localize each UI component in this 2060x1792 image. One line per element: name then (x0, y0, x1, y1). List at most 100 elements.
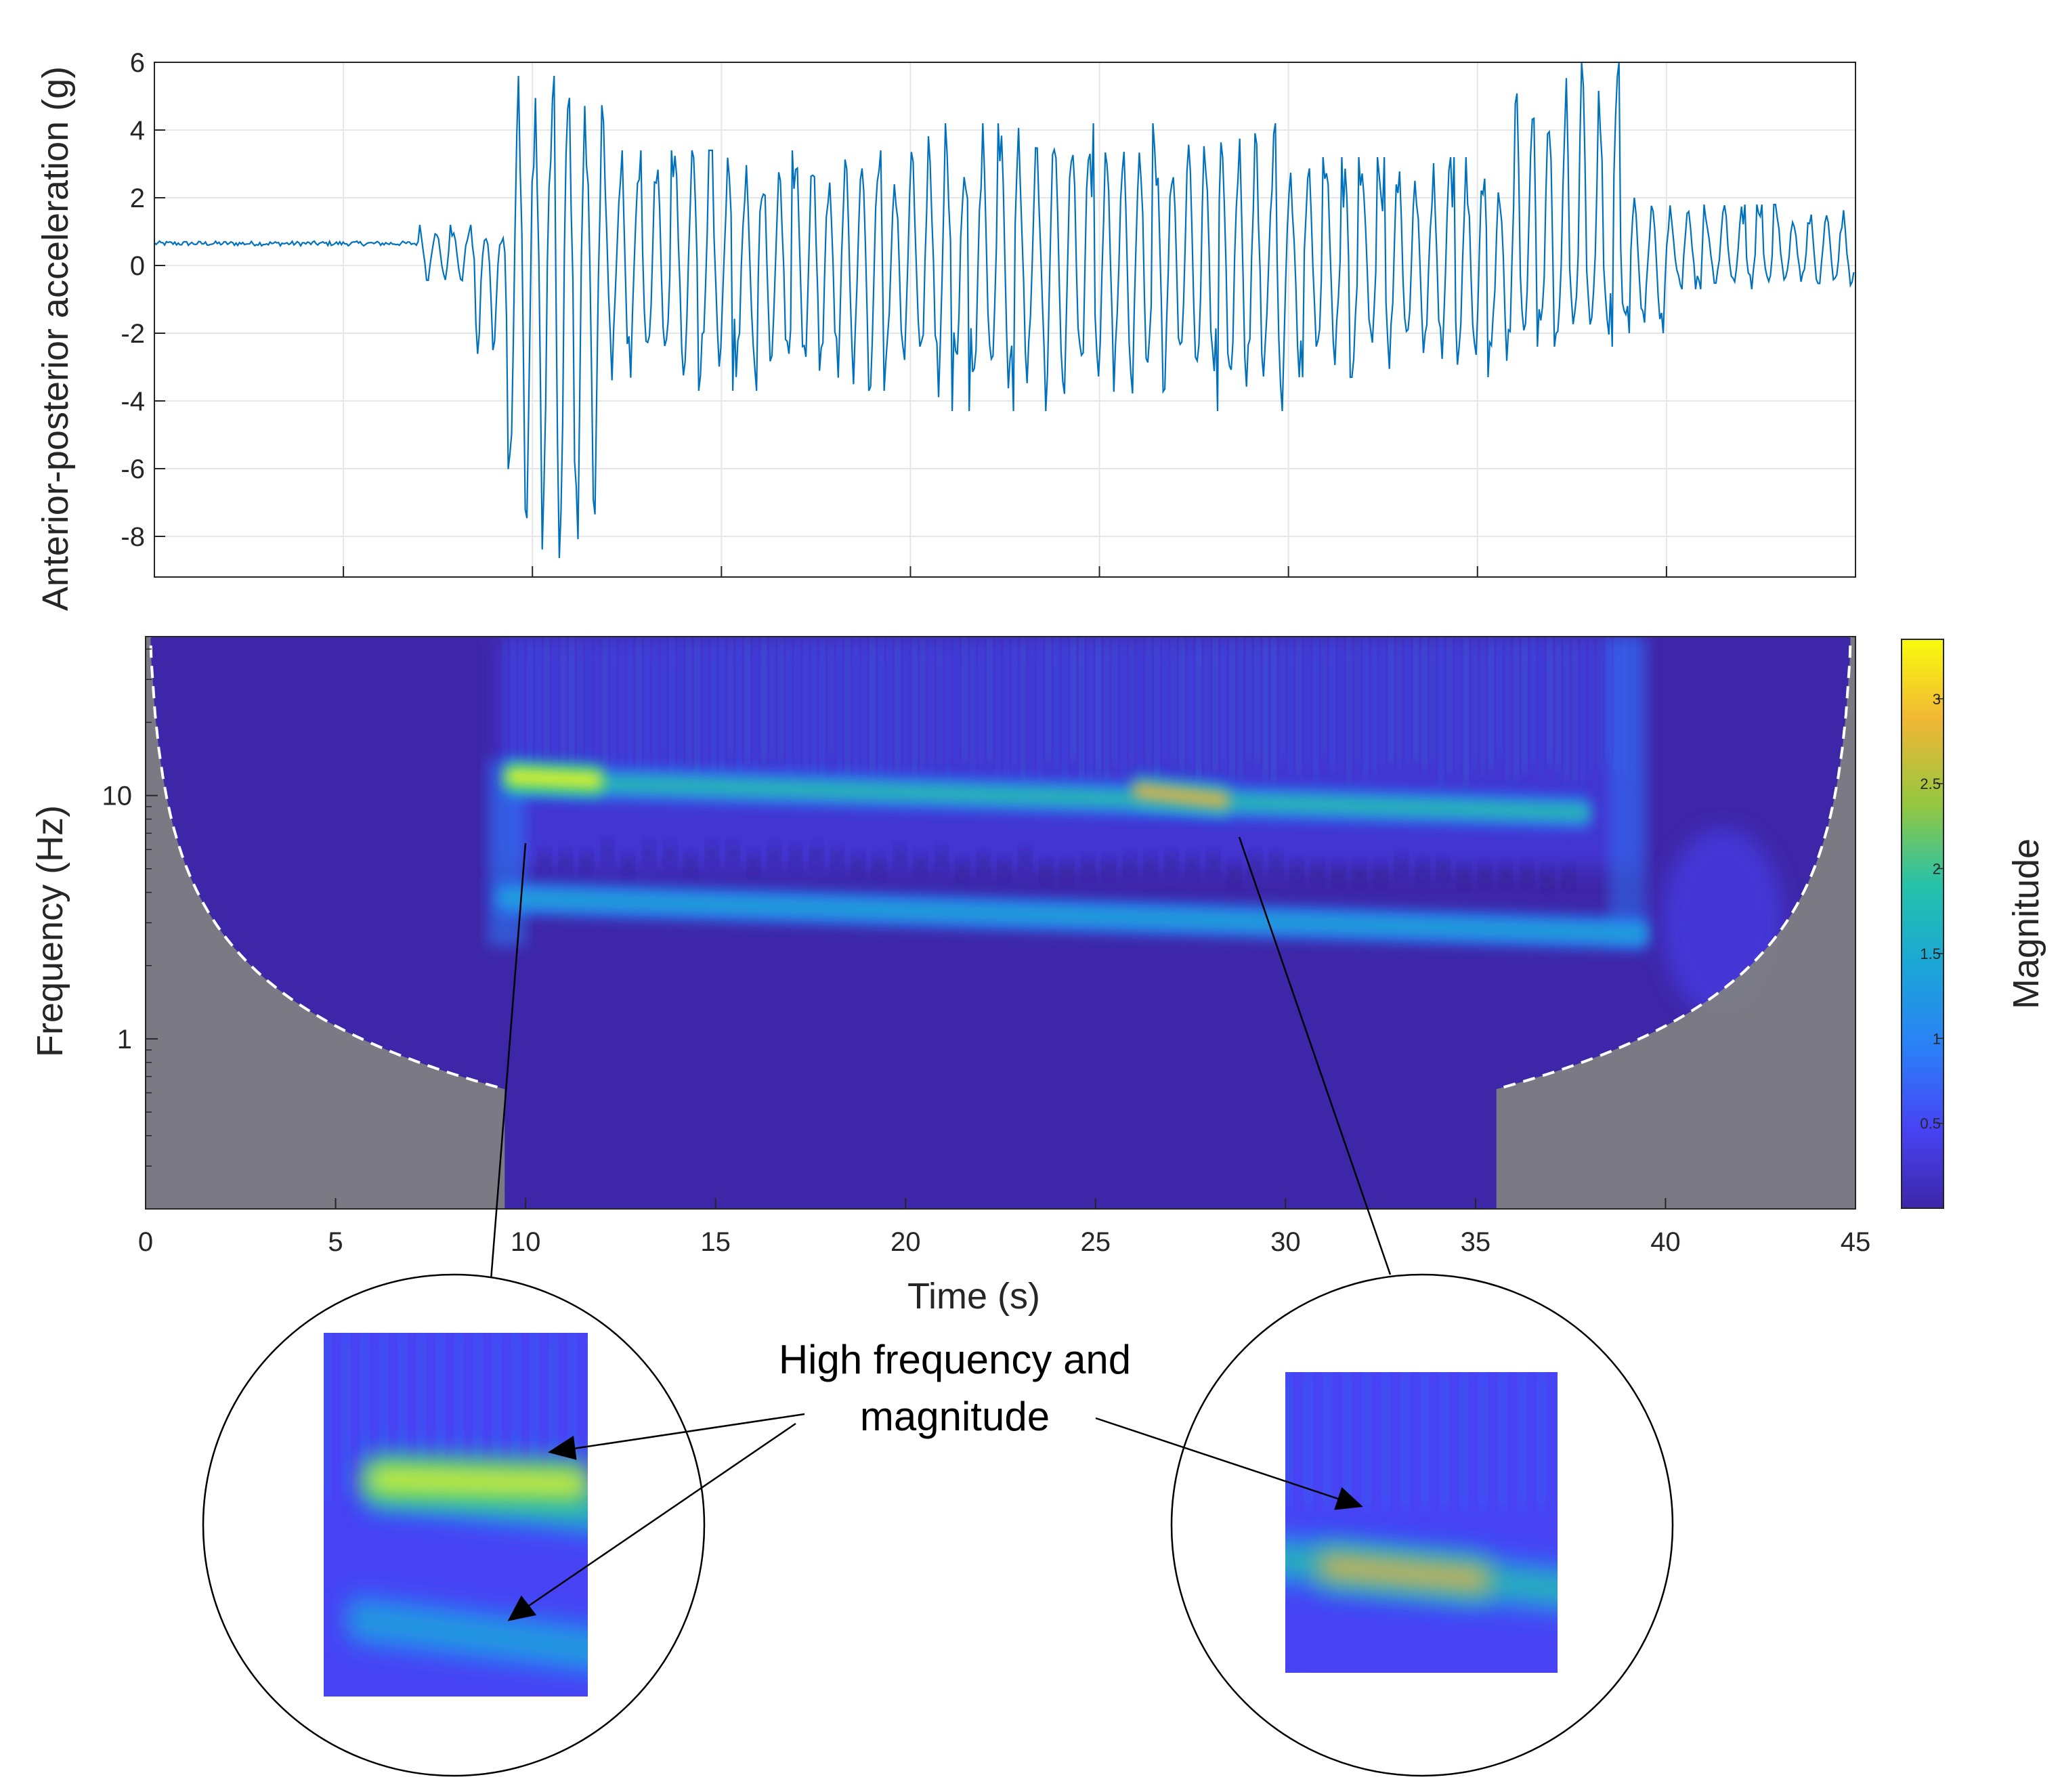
hf-streak (1514, 637, 1519, 781)
spectrogram-xtick-label-9: 45 (1841, 1227, 1871, 1257)
zoom-inset-right (1285, 1372, 1558, 1673)
spectrogram-band-1 (507, 773, 1590, 820)
hf-streak (745, 637, 750, 764)
hf-streak (661, 637, 666, 763)
colorbar-tick-label-2: 1.5 (1920, 945, 1941, 962)
hf-streak (1539, 637, 1544, 778)
hf-streak (1439, 637, 1444, 786)
hf-streak (737, 637, 742, 773)
hf-streak (1464, 637, 1469, 786)
dark-pocket (1186, 858, 1198, 872)
spectrogram-xtick-label-1: 5 (328, 1227, 343, 1257)
hf-streak (628, 637, 632, 780)
dark-pocket (978, 856, 989, 870)
dark-pocket (894, 849, 905, 863)
spectrogram-ytick-label-0: 10 (102, 782, 133, 811)
cone-of-influence-boundary (149, 637, 1852, 1091)
cone-of-influence-left (146, 637, 505, 1209)
dark-pocket (853, 857, 864, 872)
hf-streak (620, 637, 624, 774)
arrowhead-left-low-band (507, 1595, 537, 1621)
hf-streak (1606, 637, 1610, 762)
hf-streak (1130, 637, 1134, 765)
acceleration-plot: 6 4 2 0 -2 -4 -6 -8 Anterior-posterior accelera… (35, 48, 1856, 611)
hf-streak (1522, 637, 1527, 772)
zoom-left-streak (512, 1333, 519, 1497)
hf-streak (611, 637, 616, 779)
zoom-right-streak (1402, 1372, 1409, 1508)
hf-streak (937, 637, 942, 767)
hf-streak (1505, 637, 1510, 786)
hf-streak (645, 637, 649, 783)
dark-pocket (560, 854, 572, 868)
dark-pocket (1521, 868, 1532, 882)
hf-streak (820, 637, 825, 782)
zoom-left-streak (550, 1333, 557, 1497)
hf-streak (1480, 637, 1485, 778)
colorbar-tick-label-4: 2.5 (1920, 775, 1941, 792)
hf-streak (1597, 637, 1602, 769)
acceleration-ytick-label-4: -2 (121, 319, 145, 349)
annotation-line-2: magnitude (860, 1394, 1050, 1439)
dark-pocket (1333, 868, 1344, 882)
spectrogram-bands (498, 760, 1647, 950)
acceleration-axis-ticks: 6 4 2 0 -2 -4 -6 -8 (121, 48, 1856, 577)
dark-pocket (1312, 866, 1324, 880)
hf-streak (578, 637, 582, 774)
dark-pocket (811, 849, 822, 863)
hf-streak (970, 637, 975, 774)
hf-streak (787, 637, 792, 779)
acceleration-plot-frame (154, 62, 1856, 578)
acceleration-ytick-label-6: -6 (121, 454, 145, 484)
hf-streak (920, 637, 925, 769)
callout-leader-left (490, 842, 527, 1281)
hf-streak (837, 637, 842, 780)
hf-streak (812, 637, 817, 784)
hf-streak (862, 637, 867, 782)
dark-pocket (999, 861, 1010, 876)
dark-pocket (1291, 863, 1303, 878)
hf-streak (1372, 637, 1377, 780)
hf-streak (1280, 637, 1285, 762)
hf-streak (1222, 637, 1226, 775)
hf-streak (1029, 637, 1034, 780)
hf-streak (1180, 637, 1184, 771)
hf-streak (903, 637, 908, 777)
zoom-left-band-2 (368, 1467, 588, 1496)
hf-streak (1330, 637, 1335, 773)
zoom-right-band-3 (1319, 1554, 1490, 1592)
hf-streak (828, 637, 833, 761)
spectrogram-xtick-label-6: 30 (1270, 1227, 1301, 1257)
dark-pocket (706, 847, 718, 861)
hf-streak (1213, 637, 1218, 771)
hf-streak (1230, 637, 1235, 780)
hf-streak (1489, 637, 1494, 770)
hf-streak (1263, 637, 1268, 777)
dark-pocket (727, 846, 738, 860)
hf-streak (1472, 637, 1477, 769)
zoom-left-streak (437, 1333, 444, 1497)
zoom-right-streak (1499, 1372, 1506, 1508)
hf-streak (595, 637, 599, 775)
zoom-left-streak (456, 1333, 463, 1497)
hf-streak (1155, 637, 1159, 788)
annotation-line-1: High frequency and (779, 1337, 1131, 1382)
arrow-to-right-band (1095, 1417, 1343, 1501)
dark-pocket (1145, 858, 1157, 872)
zoom-right-streak (1324, 1372, 1331, 1508)
zoom-right-streak (1480, 1372, 1487, 1508)
hf-streak (553, 637, 557, 784)
zoom-left-streak (474, 1333, 481, 1497)
hf-streak (803, 637, 808, 773)
hf-streak (795, 637, 800, 769)
hf-streak (1297, 637, 1302, 777)
hf-streak (845, 637, 850, 784)
cone-of-influence-right (1496, 637, 1855, 1209)
dark-pocket (1249, 855, 1261, 870)
hf-streak (1581, 637, 1585, 785)
hf-streak (636, 637, 641, 771)
zoom-right-streak (1421, 1372, 1428, 1508)
dark-pocket (1396, 859, 1407, 873)
spectrogram-band-0 (498, 890, 1647, 941)
